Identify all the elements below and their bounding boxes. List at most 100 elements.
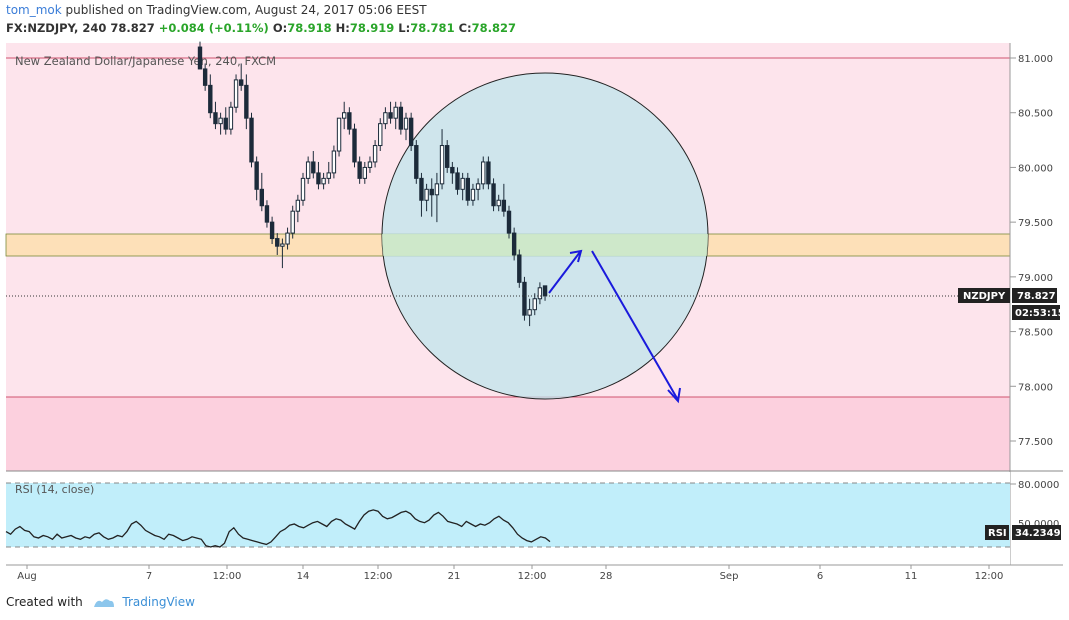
candle-up[interactable]: [424, 188, 429, 201]
down-arrow: [591, 250, 679, 401]
candle-down[interactable]: [264, 205, 270, 223]
price-tick-label: 80.500: [1018, 109, 1053, 120]
candle-down[interactable]: [450, 166, 455, 174]
time-tick-label: 12:00: [975, 571, 1004, 582]
candle-up[interactable]: [336, 117, 342, 152]
candle-up[interactable]: [321, 177, 326, 185]
candle-down[interactable]: [208, 84, 213, 114]
rsi-axis-mid: 50.0000: [1018, 519, 1059, 530]
countdown-bg: [1012, 305, 1060, 320]
price-axis[interactable]: 81.000 80.500 80.000 79.500 79.000 78.500 78.0…: [1010, 54, 1053, 448]
candle-up[interactable]: [470, 188, 476, 201]
candle-up[interactable]: [331, 150, 337, 174]
candle-up[interactable]: [537, 287, 543, 300]
tradingview-brand[interactable]: TradingView: [122, 595, 195, 609]
close-value: 78.827: [471, 21, 517, 35]
candle-up[interactable]: [305, 161, 311, 179]
open-value: 78.918: [287, 21, 332, 35]
candle-down[interactable]: [465, 177, 471, 201]
time-axis[interactable]: Aug 7 12:00 14 12:00 21 12:00 28 Sep 6 11 12:00: [17, 565, 1003, 582]
candle-down[interactable]: [352, 128, 357, 163]
candle-down[interactable]: [223, 117, 228, 130]
candle-down[interactable]: [249, 117, 254, 163]
candle-down[interactable]: [506, 210, 512, 234]
candle-up[interactable]: [228, 106, 234, 130]
candle-up[interactable]: [367, 161, 373, 168]
candle-down[interactable]: [347, 112, 352, 130]
time-tick-label: 14: [297, 571, 310, 582]
candle-down[interactable]: [429, 188, 434, 196]
created-with-text: Created with: [6, 595, 83, 609]
candle-down[interactable]: [501, 199, 507, 212]
candle-down[interactable]: [259, 188, 265, 207]
candle-up[interactable]: [233, 79, 239, 108]
candle-down[interactable]: [239, 79, 244, 86]
support-zone: [6, 397, 1010, 471]
candle-up[interactable]: [378, 123, 383, 147]
footer: Created with TradingView: [6, 595, 195, 611]
candle-up[interactable]: [280, 243, 285, 247]
candle-up[interactable]: [362, 166, 368, 179]
price-tick-label: 79.500: [1018, 218, 1053, 229]
price-tick-label: 78.500: [1018, 328, 1053, 339]
high-value: 78.919: [349, 21, 395, 35]
time-tick-label: 28: [600, 571, 613, 582]
symbol-tag-bg: [958, 288, 1010, 303]
projection-arrows[interactable]: [548, 249, 681, 404]
candle-up[interactable]: [460, 177, 465, 190]
price-tick-label: 81.000: [1018, 54, 1053, 65]
candle-up[interactable]: [527, 309, 532, 316]
candle-down[interactable]: [517, 254, 522, 283]
price-tick-label: 77.500: [1018, 437, 1053, 448]
candle-down[interactable]: [213, 112, 218, 125]
close-label: C:: [458, 21, 472, 35]
candle-up[interactable]: [326, 172, 331, 179]
candle-up[interactable]: [393, 106, 398, 119]
candle-down[interactable]: [455, 172, 460, 190]
candle-up[interactable]: [372, 145, 378, 163]
candle-down[interactable]: [522, 281, 527, 316]
open-label: O:: [272, 21, 288, 35]
candle-down[interactable]: [542, 285, 548, 297]
candle-up[interactable]: [383, 112, 388, 125]
candle-up[interactable]: [300, 177, 306, 201]
candle-down[interactable]: [398, 106, 404, 130]
candle-down[interactable]: [254, 161, 259, 190]
candle-down[interactable]: [414, 145, 419, 179]
candle-down[interactable]: [511, 232, 517, 256]
candle-down[interactable]: [269, 221, 275, 240]
candle-down[interactable]: [202, 68, 208, 86]
candle-down[interactable]: [197, 46, 203, 70]
candle-down[interactable]: [357, 161, 362, 179]
symbol-tag: NZDJPY: [963, 291, 1006, 302]
candle-up[interactable]: [434, 183, 440, 196]
candle-down[interactable]: [408, 117, 414, 147]
candle-down[interactable]: [491, 183, 496, 207]
candle-up[interactable]: [218, 117, 223, 125]
candle-up[interactable]: [295, 199, 301, 212]
candle-up[interactable]: [290, 210, 295, 234]
author-name[interactable]: tom_mok: [6, 3, 62, 17]
candle-down[interactable]: [244, 84, 249, 119]
candle-down[interactable]: [388, 112, 393, 119]
candle-down[interactable]: [419, 177, 424, 201]
candle-up[interactable]: [285, 232, 290, 245]
rsi-tag-value: 34.2349: [1015, 528, 1061, 539]
candle-up[interactable]: [342, 112, 347, 119]
candle-down[interactable]: [316, 172, 321, 185]
candle-up[interactable]: [439, 145, 445, 185]
tradingview-logo-icon[interactable]: [93, 596, 115, 611]
candle-up[interactable]: [481, 161, 486, 185]
candle-up[interactable]: [475, 183, 481, 190]
candle-up[interactable]: [403, 117, 409, 130]
price-change: +0.084 (+0.11%): [158, 21, 269, 35]
candle-down[interactable]: [445, 145, 450, 168]
candle-down[interactable]: [486, 161, 491, 185]
time-tick-label: 12:00: [518, 571, 547, 582]
candle-down[interactable]: [311, 161, 316, 174]
down-arrow-head: [667, 387, 681, 404]
candle-up[interactable]: [496, 199, 501, 207]
candle-up[interactable]: [532, 298, 537, 311]
candle-down[interactable]: [275, 238, 280, 247]
